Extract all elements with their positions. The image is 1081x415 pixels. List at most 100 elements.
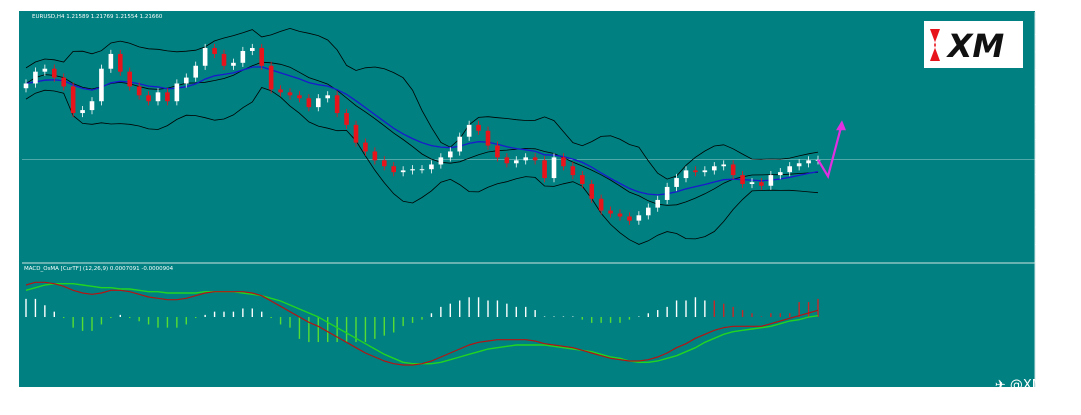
candle-body: [249, 48, 255, 51]
y-tick-label: 1.21115: [1040, 190, 1063, 196]
x-tick-label: 4 Jan 04:00: [96, 390, 128, 396]
candle-body: [768, 175, 774, 186]
candle-body: [485, 130, 491, 146]
candle-body: [561, 157, 566, 167]
x-tick-label: 14 Jan 04:00: [543, 390, 578, 396]
candle-body: [70, 86, 76, 114]
x-tick-label: 12 Jan 20:00: [468, 390, 503, 396]
macd-lines: [25, 281, 819, 366]
candle-body: [146, 95, 151, 102]
candle-body: [636, 215, 642, 221]
candle-body: [608, 210, 613, 214]
x-tick-label: 15 Jan 12:00: [617, 390, 652, 396]
logo-text: XM: [946, 27, 1005, 65]
x-tick-label: 18 Jan 04:00: [654, 390, 689, 396]
candle-body: [136, 86, 142, 96]
x-tick-label: 5 Jan 12:00: [171, 390, 203, 396]
y-tick-label: 1.24075: [1040, 15, 1063, 21]
candle-body: [193, 65, 199, 78]
y-tick-label: 1.23780: [1040, 32, 1063, 38]
candle-body: [240, 50, 246, 63]
x-tick-label: 31 Dec 08:00: [59, 390, 96, 396]
candle-body: [542, 160, 547, 179]
y-tick-label: 1.22890: [1040, 85, 1063, 91]
candle-body: [796, 163, 802, 167]
candle-body: [664, 186, 670, 200]
candle-body: [532, 157, 538, 161]
candle-body: [165, 92, 170, 102]
candle-body: [457, 136, 463, 152]
macd-histogram: [25, 297, 819, 343]
candle-body: [61, 77, 67, 87]
share-icon: ✈: [994, 378, 1010, 393]
candle-body: [99, 68, 104, 102]
x-tick-label: 19 Jan 12:00: [728, 390, 763, 396]
x-tick-label: 7 Jan 12:00: [282, 390, 314, 396]
candle-body: [334, 95, 340, 114]
x-tick-label: 20 Jan 04:00: [766, 390, 801, 396]
candle-body: [221, 53, 227, 66]
candle-body: [702, 170, 708, 173]
x-tick-label: 14 Jan 20:00: [580, 390, 615, 396]
x-tick-label: 21 Jan 12:00: [840, 390, 875, 396]
x-tick-label: 12 Jan 04:00: [431, 390, 466, 396]
candle-body: [410, 169, 415, 171]
macd-y-tick-label: 0.00: [1040, 315, 1053, 321]
macd-panel-label: MACD_OsMA [CurTF] (12,26,9) 0.0007091 -0…: [24, 266, 174, 272]
main-panel-frame: [22, 12, 1036, 387]
candle-body: [344, 113, 349, 125]
candle-body: [391, 166, 397, 173]
moving-average: [25, 66, 819, 196]
candle-body: [711, 166, 717, 171]
x-tick-label: 11 Jan 12:00: [394, 390, 429, 396]
candle-body: [259, 48, 265, 66]
time-axis: 30 Dec 2020 31 Dec 08:00 4 Jan 04:00 4 Jan …: [21, 387, 875, 396]
y-tick-label: 1.19930: [1040, 260, 1063, 266]
candle-body: [51, 68, 57, 78]
candle-body: [683, 170, 689, 179]
candle-body: [419, 169, 425, 171]
candle-body: [721, 164, 727, 167]
price-axis: 1.24075 1.23780 1.23485 1.23185 1.22890 1.225…: [1035, 15, 1070, 321]
candle-body: [297, 95, 302, 99]
xm-logo: XM: [924, 21, 1023, 68]
candle-body: [268, 65, 274, 90]
main-panel-label: EURUSD,H4 1.21589 1.21769 1.21554 1.2166…: [32, 14, 163, 20]
candle-body: [598, 198, 604, 211]
candle-body: [495, 145, 500, 158]
y-tick-label: 1.22005: [1040, 137, 1063, 143]
candle-body: [579, 175, 585, 184]
candle-body: [730, 164, 736, 176]
candle-body: [231, 62, 236, 66]
candle-body: [287, 92, 293, 96]
candle-body: [806, 160, 811, 164]
candle-body: [655, 199, 661, 208]
candle-body: [23, 83, 29, 89]
candle-body: [513, 160, 519, 164]
y-tick-label: 1.22595: [1040, 102, 1063, 108]
lower-band: [25, 87, 819, 245]
candle-body: [80, 110, 85, 114]
candle-body: [372, 151, 378, 161]
candle-body: [33, 71, 38, 84]
candle-body: [202, 48, 208, 66]
chart-background: [19, 11, 1035, 387]
candle-body: [674, 178, 679, 187]
candle-body: [108, 53, 114, 69]
candle-body: [589, 183, 595, 199]
x-tick-label: 18 Jan 20:00: [691, 390, 726, 396]
candle-body: [627, 216, 632, 221]
candle-body: [645, 207, 651, 216]
y-tick-label: 1.21410: [1040, 173, 1063, 179]
y-tick-label: 1.20225: [1040, 243, 1063, 249]
moving-average-line: [25, 66, 819, 196]
candle-body: [466, 124, 472, 137]
candle-body: [353, 124, 359, 143]
x-tick-label: 4 Jan 20:00: [134, 390, 166, 396]
y-tick-label: 1.23185: [1040, 68, 1063, 74]
candle-body: [278, 89, 283, 93]
x-tick-label: 8 Jan 20:00: [357, 390, 389, 396]
macd-line: [25, 281, 819, 366]
candle-body: [400, 170, 406, 173]
